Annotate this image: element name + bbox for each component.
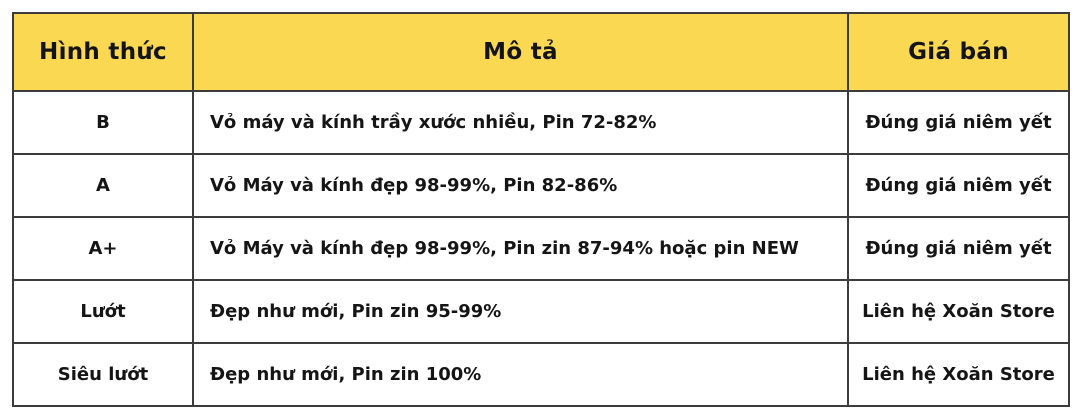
table-row: A Vỏ Máy và kính đẹp 98-99%, Pin 82-86% … <box>12 153 1070 218</box>
price-cell: Đúng giá niêm yết <box>847 153 1070 218</box>
price-cell: Liên hệ Xoăn Store <box>847 279 1070 344</box>
pricing-table-header: Hình thức Mô tả Giá bán <box>12 12 1070 92</box>
price-cell: Đúng giá niêm yết <box>847 216 1070 281</box>
header-row: Hình thức Mô tả Giá bán <box>12 12 1070 92</box>
pricing-table: Hình thức Mô tả Giá bán B Vỏ máy và kính… <box>12 12 1070 407</box>
grade-cell: A <box>12 153 194 218</box>
grade-cell: A+ <box>12 216 194 281</box>
table-row: A+ Vỏ Máy và kính đẹp 98-99%, Pin zin 87… <box>12 216 1070 281</box>
header-cell-description: Mô tả <box>192 12 849 92</box>
grade-cell: Siêu lướt <box>12 342 194 407</box>
header-cell-price: Giá bán <box>847 12 1070 92</box>
table-row: Lướt Đẹp như mới, Pin zin 95-99% Liên hệ… <box>12 279 1070 344</box>
grade-cell: Lướt <box>12 279 194 344</box>
description-cell: Vỏ Máy và kính đẹp 98-99%, Pin 82-86% <box>192 153 849 218</box>
price-cell: Đúng giá niêm yết <box>847 90 1070 155</box>
description-cell: Vỏ máy và kính trầy xước nhiều, Pin 72-8… <box>192 90 849 155</box>
description-cell: Vỏ Máy và kính đẹp 98-99%, Pin zin 87-94… <box>192 216 849 281</box>
description-cell: Đẹp như mới, Pin zin 95-99% <box>192 279 849 344</box>
description-cell: Đẹp như mới, Pin zin 100% <box>192 342 849 407</box>
pricing-table-body: B Vỏ máy và kính trầy xước nhiều, Pin 72… <box>12 90 1070 407</box>
price-cell: Liên hệ Xoăn Store <box>847 342 1070 407</box>
table-row: Siêu lướt Đẹp như mới, Pin zin 100% Liên… <box>12 342 1070 407</box>
table-row: B Vỏ máy và kính trầy xước nhiều, Pin 72… <box>12 90 1070 155</box>
header-cell-condition: Hình thức <box>12 12 194 92</box>
grade-cell: B <box>12 90 194 155</box>
